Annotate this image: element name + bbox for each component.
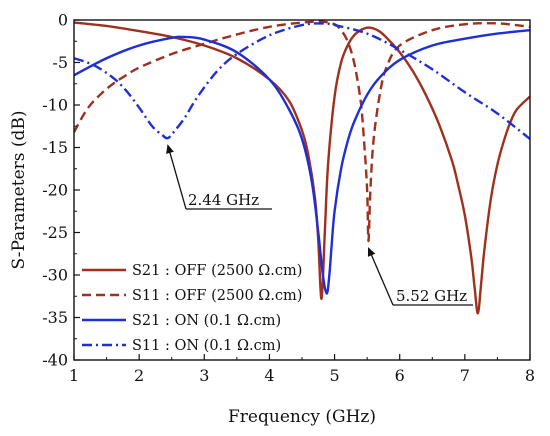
- y-tick-label: -30: [42, 266, 68, 285]
- plot-series: [74, 20, 530, 315]
- series-line-2: [74, 20, 530, 243]
- legend-entry: S21 : ON (0.1 Ω.cm): [132, 313, 281, 329]
- x-tick-label: 3: [199, 366, 209, 385]
- x-tick-label: 1: [69, 366, 79, 385]
- x-tick-label: 2: [134, 366, 144, 385]
- annotations: 2.44 GHz 5.52 GHz: [166, 144, 473, 306]
- legend: S21 : OFF (2500 Ω.cm) S11 : OFF (2500 Ω.c…: [82, 263, 302, 354]
- plot-frame: [73, 19, 531, 361]
- legend-entry: S11 : ON (0.1 Ω.cm): [132, 338, 281, 354]
- y-tick-label: -40: [42, 351, 68, 370]
- annotation-arrow: [166, 144, 187, 210]
- annotation-label: 2.44 GHz: [188, 191, 259, 209]
- legend-entry: S11 : OFF (2500 Ω.cm): [132, 288, 302, 304]
- x-tick-label: 5: [329, 366, 339, 385]
- x-tick-label: 6: [395, 366, 405, 385]
- y-tick-label: -35: [42, 308, 68, 327]
- x-tick-label: 4: [264, 366, 274, 385]
- y-tick-label: -20: [42, 181, 68, 200]
- y-tick-label: 0: [58, 11, 68, 30]
- x-tick-label: 8: [525, 366, 535, 385]
- y-tick-label: -15: [42, 138, 68, 157]
- y-tick-label: -5: [52, 53, 68, 72]
- x-tick-label: 7: [460, 366, 470, 385]
- annotation-label: 5.52 GHz: [396, 287, 467, 305]
- x-axis-label: Frequency (GHz): [228, 407, 376, 427]
- y-tick-label: -10: [42, 96, 68, 115]
- legend-entry: S21 : OFF (2500 Ω.cm): [132, 263, 302, 279]
- axis-ticks: 1 2 3 4 5 6 7 8 0 -5 -10 -15 -20 -25 -30 -35 -40: [42, 11, 535, 386]
- series-line-4: [74, 22, 530, 140]
- series-line-3: [74, 29, 530, 295]
- annotation-arrow: [367, 247, 394, 306]
- series-line-1: [74, 21, 530, 315]
- y-axis-label: S-Parameters (dB): [9, 110, 29, 269]
- y-tick-label: -25: [42, 223, 68, 242]
